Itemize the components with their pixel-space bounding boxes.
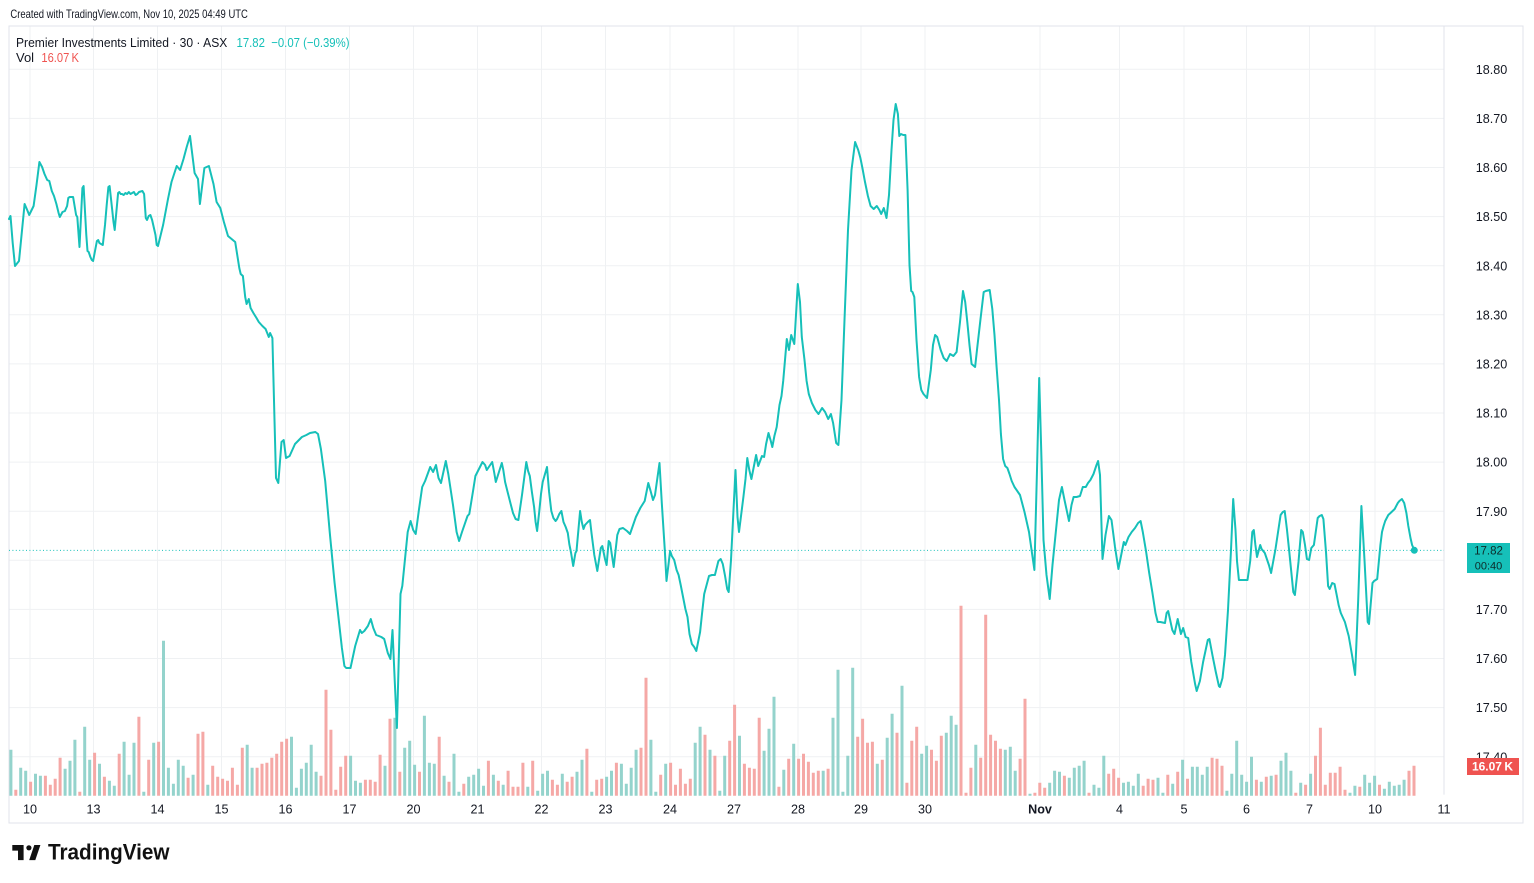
svg-text:17.50: 17.50 [1476,701,1508,715]
svg-text:17.82 −0.07 (−0.39%): 17.82 −0.07 (−0.39%) [237,35,350,50]
svg-text:00:40: 00:40 [1475,561,1503,573]
svg-text:17: 17 [342,802,356,816]
svg-text:Nov: Nov [1028,802,1052,816]
svg-text:18.30: 18.30 [1476,308,1508,322]
svg-text:10: 10 [1368,802,1382,816]
svg-text:17.70: 17.70 [1476,603,1508,617]
svg-text:14: 14 [150,802,164,816]
svg-text:18.50: 18.50 [1476,210,1508,224]
svg-text:18.80: 18.80 [1476,63,1508,77]
svg-text:23: 23 [598,802,612,816]
svg-text:18.60: 18.60 [1476,161,1508,175]
svg-text:11: 11 [1437,802,1450,816]
svg-text:22: 22 [534,802,548,816]
svg-text:18.10: 18.10 [1476,407,1508,421]
svg-text:13: 13 [86,802,100,816]
svg-text:16.07 K: 16.07 K [1472,760,1513,774]
svg-text:20: 20 [406,802,420,816]
svg-text:28: 28 [791,802,805,816]
svg-text:17.60: 17.60 [1476,652,1508,666]
svg-text:17.90: 17.90 [1476,505,1508,519]
svg-text:30: 30 [918,802,932,816]
svg-text:5: 5 [1180,802,1187,816]
svg-text:24: 24 [663,802,677,816]
svg-text:27: 27 [727,802,741,816]
svg-text:Created with TradingView.com,: Created with TradingView.com, Nov 10, 20… [10,7,248,21]
svg-text:15: 15 [214,802,228,816]
svg-text:18.00: 18.00 [1476,456,1508,470]
svg-text:Premier Investments Limited ·: Premier Investments Limited · 30 · ASX [16,35,228,50]
svg-text:16.07 K: 16.07 K [41,50,79,65]
svg-text:16: 16 [278,802,292,816]
svg-text:TradingView: TradingView [48,840,170,865]
svg-text:18.40: 18.40 [1476,259,1508,273]
svg-text:18.70: 18.70 [1476,112,1508,126]
svg-text:17.82: 17.82 [1474,546,1503,558]
svg-text:7: 7 [1306,802,1313,816]
svg-text:Vol: Vol [16,50,34,65]
svg-text:18.20: 18.20 [1476,358,1508,372]
svg-text:21: 21 [470,802,484,816]
svg-text:29: 29 [854,802,868,816]
svg-text:4: 4 [1116,802,1123,816]
svg-text:6: 6 [1243,802,1250,816]
svg-text:10: 10 [23,802,37,816]
